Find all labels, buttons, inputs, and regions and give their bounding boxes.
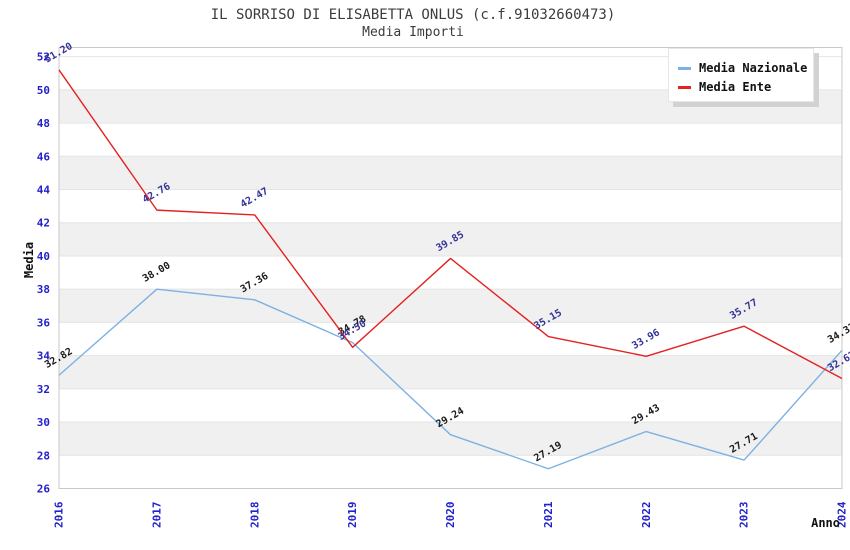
y-tick-label: 36 — [37, 316, 51, 329]
x-tick-label: 2024 — [836, 501, 849, 528]
grid-band — [59, 422, 842, 456]
grid-band — [59, 222, 842, 256]
x-tick-label: 2017 — [150, 502, 163, 529]
x-tick-label: 2020 — [444, 502, 457, 529]
y-tick-label: 26 — [37, 483, 51, 496]
plot-border — [58, 47, 843, 489]
x-axis-title: Anno — [811, 516, 840, 530]
legend-label-ente: Media Ente — [699, 80, 772, 94]
x-tick-label: 2016 — [53, 501, 66, 528]
legend-item-media-ente: Media Ente — [678, 81, 807, 93]
y-tick-label: 40 — [37, 250, 50, 263]
y-tick-label: 34 — [37, 350, 51, 363]
y-tick-label: 32 — [37, 383, 50, 396]
y-tick-label: 44 — [37, 184, 51, 197]
series-line-media-nazionale — [58, 288, 843, 470]
y-axis-title: Media — [22, 241, 36, 279]
y-tick-label: 46 — [37, 150, 51, 163]
legend-swatch-nazionale-icon — [678, 66, 691, 70]
series-line-media-ente — [58, 69, 843, 380]
legend-item-media-nazionale: Media Nazionale — [678, 62, 807, 74]
y-tick-label: 52 — [37, 51, 50, 64]
y-tick-label: 42 — [37, 217, 50, 230]
legend-label-nazionale: Media Nazionale — [699, 61, 808, 75]
y-tick-label: 48 — [37, 117, 50, 130]
legend: Media Nazionale Media Ente — [668, 48, 814, 102]
y-tick-label: 30 — [37, 416, 50, 429]
y-tick-label: 28 — [37, 449, 50, 462]
data-label-media-nazionale: 38.00 — [141, 260, 173, 285]
grid-band — [59, 289, 842, 323]
grid-band — [59, 156, 842, 190]
x-tick-label: 2021 — [542, 501, 555, 528]
x-tick-label: 2018 — [248, 502, 261, 529]
grid-band — [59, 355, 842, 389]
data-label-media-ente: 33.96 — [630, 327, 662, 352]
chart-title: IL SORRISO DI ELISABETTA ONLUS (c.f.9103… — [210, 7, 616, 23]
y-tick-label: 38 — [37, 283, 50, 296]
data-label-media-nazionale: 34.32 — [826, 321, 850, 346]
x-tick-label: 2022 — [640, 502, 653, 529]
y-tick-label: 50 — [37, 84, 50, 97]
chart-subtitle: Media Importi — [362, 25, 464, 40]
legend-swatch-ente-icon — [678, 85, 691, 89]
x-tick-label: 2023 — [738, 502, 751, 529]
x-tick-label: 2019 — [346, 502, 359, 529]
